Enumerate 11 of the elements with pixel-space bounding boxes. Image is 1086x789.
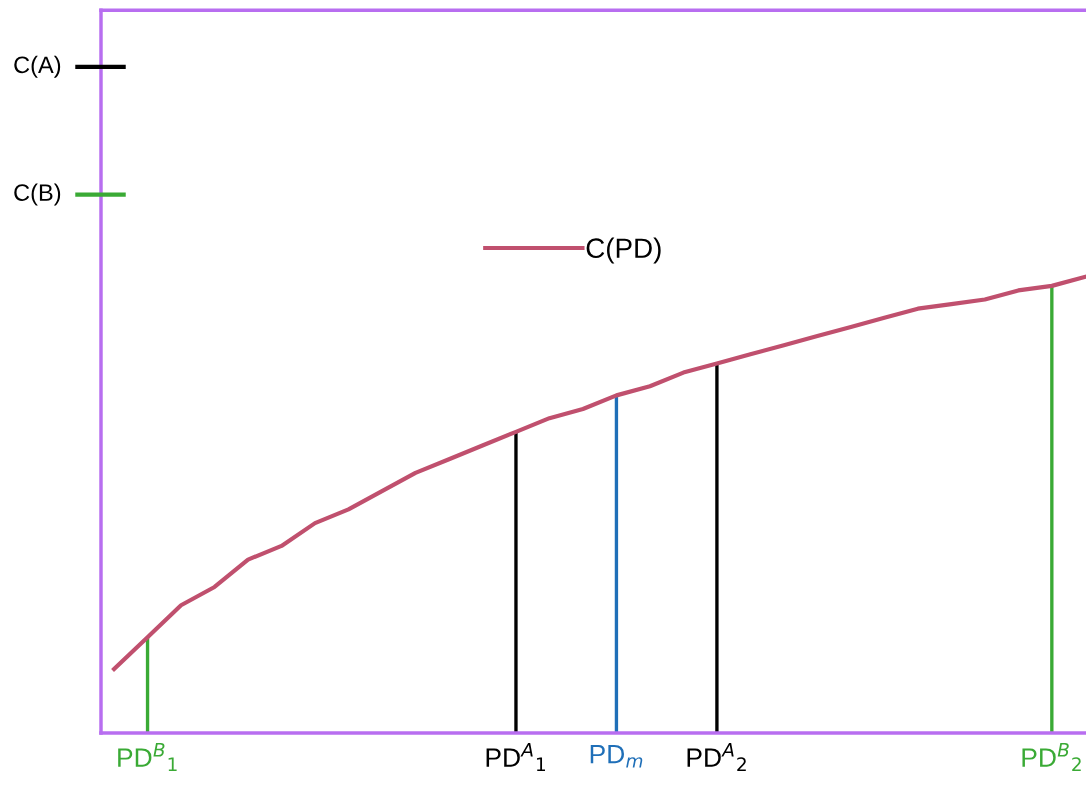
x-tick-label: PD$^{A}$$_{1}$ <box>486 743 545 771</box>
legend-label: C(PD) <box>586 237 661 264</box>
bar <box>715 363 719 733</box>
ref-line-label: C(B) <box>14 183 61 206</box>
x-tick-label: PD$^{B}$$_{1}$ <box>118 743 177 771</box>
x-tick-label: PD$_{m}$ <box>590 745 643 768</box>
bar <box>1050 285 1054 733</box>
ref-line-label: C(A) <box>14 55 61 78</box>
x-tick-label: PD$^{B}$$_{2}$ <box>1022 743 1081 771</box>
x-tick-label: PD$^{A}$$_{2}$ <box>687 743 746 771</box>
bar <box>514 431 518 733</box>
